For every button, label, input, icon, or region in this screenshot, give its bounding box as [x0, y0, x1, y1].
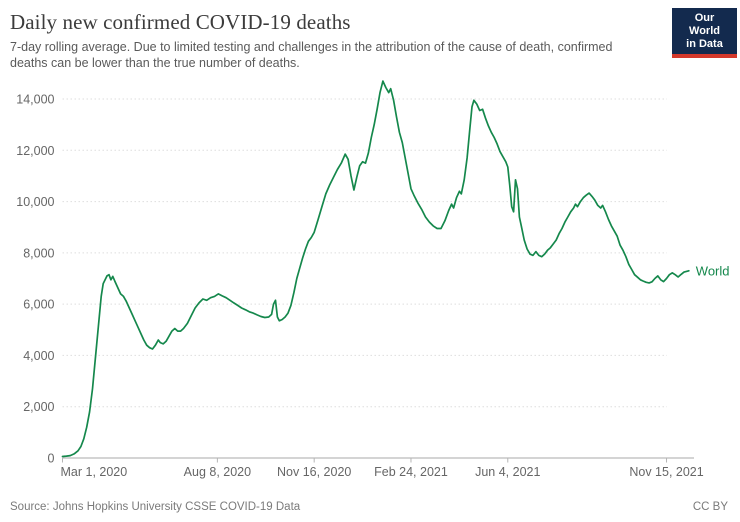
x-tick-label: Feb 24, 2021: [374, 465, 448, 479]
y-tick-label: 0: [48, 452, 55, 466]
x-tick-label: Nov 16, 2020: [277, 465, 351, 479]
y-tick-label: 6,000: [23, 298, 54, 312]
owid-logo-line2: in Data: [686, 38, 723, 50]
chart-footer: Source: Johns Hopkins University CSSE CO…: [10, 501, 728, 513]
series-line-world[interactable]: [61, 80, 690, 458]
y-tick-label: 8,000: [23, 246, 54, 260]
x-tick-label: Jun 4, 2021: [475, 465, 540, 479]
x-tick-label: Aug 8, 2020: [184, 465, 251, 479]
chart-subtitle: 7-day rolling average. Due to limited te…: [10, 40, 613, 71]
y-tick-label: 10,000: [16, 195, 54, 209]
y-tick-label: 4,000: [23, 349, 54, 363]
owid-logo-line1: Our World: [689, 12, 720, 37]
x-tick-label: Nov 15, 2021: [629, 465, 703, 479]
owid-logo[interactable]: Our World in Data: [672, 8, 737, 58]
source-note: Source: Johns Hopkins University CSSE CO…: [10, 501, 301, 513]
series-end-label: World: [696, 263, 730, 278]
y-tick-label: 12,000: [16, 144, 54, 158]
page-title: Daily new confirmed COVID-19 deaths: [10, 10, 351, 34]
y-tick-label: 2,000: [23, 400, 54, 414]
chart-header: Daily new confirmed COVID-19 deaths 7-da…: [10, 10, 660, 72]
x-tick-label: Mar 1, 2020: [61, 465, 128, 479]
y-tick-label: 14,000: [16, 93, 54, 107]
license-badge[interactable]: CC BY: [692, 501, 728, 513]
